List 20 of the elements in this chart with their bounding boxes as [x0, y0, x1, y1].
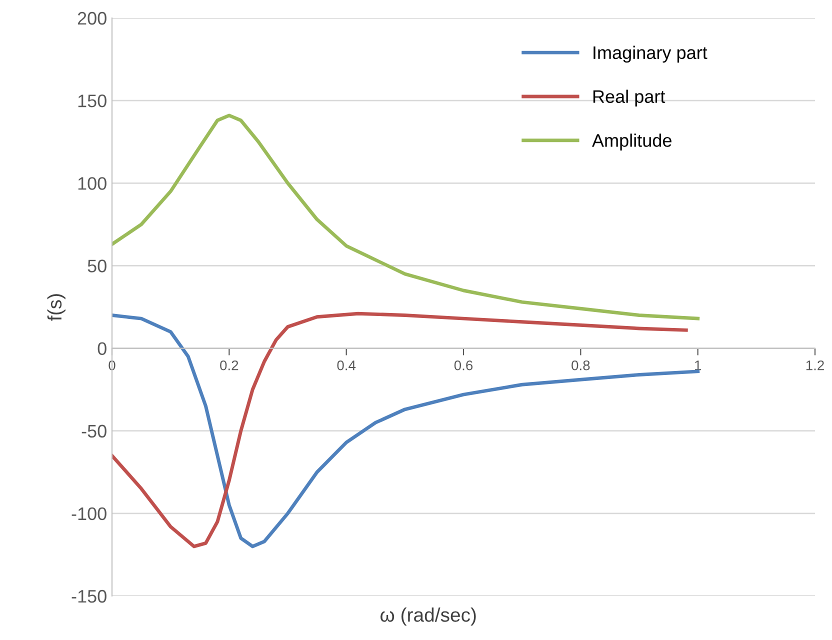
- legend-label: Real part: [593, 90, 666, 107]
- y-tick-label: 200: [78, 12, 106, 25]
- x-tick-label: 0.4: [337, 360, 356, 370]
- y-tick-label: 150: [78, 94, 106, 108]
- y-tick-label: 100: [78, 177, 106, 190]
- line-series: [112, 114, 700, 320]
- x-tick-label: 1.2: [806, 360, 824, 370]
- y-tick-label: -150: [72, 590, 106, 603]
- x-axis-title: ω (rad/sec): [380, 608, 476, 626]
- x-tick-label: 0.2: [220, 360, 238, 370]
- legend-label: Imaginary part: [594, 46, 708, 63]
- x-tick-label: 1: [695, 360, 702, 370]
- legend-label: Amplitude: [592, 134, 672, 150]
- y-tick-label: -50: [82, 424, 106, 438]
- x-tick-label: 0.8: [572, 360, 590, 370]
- y-tick-label: 50: [88, 260, 106, 272]
- y-tick-label: -100: [72, 507, 106, 520]
- y-axis-title: f(s): [47, 294, 66, 321]
- x-tick-label: 0.6: [454, 360, 473, 370]
- y-tick-label: 0: [98, 342, 106, 356]
